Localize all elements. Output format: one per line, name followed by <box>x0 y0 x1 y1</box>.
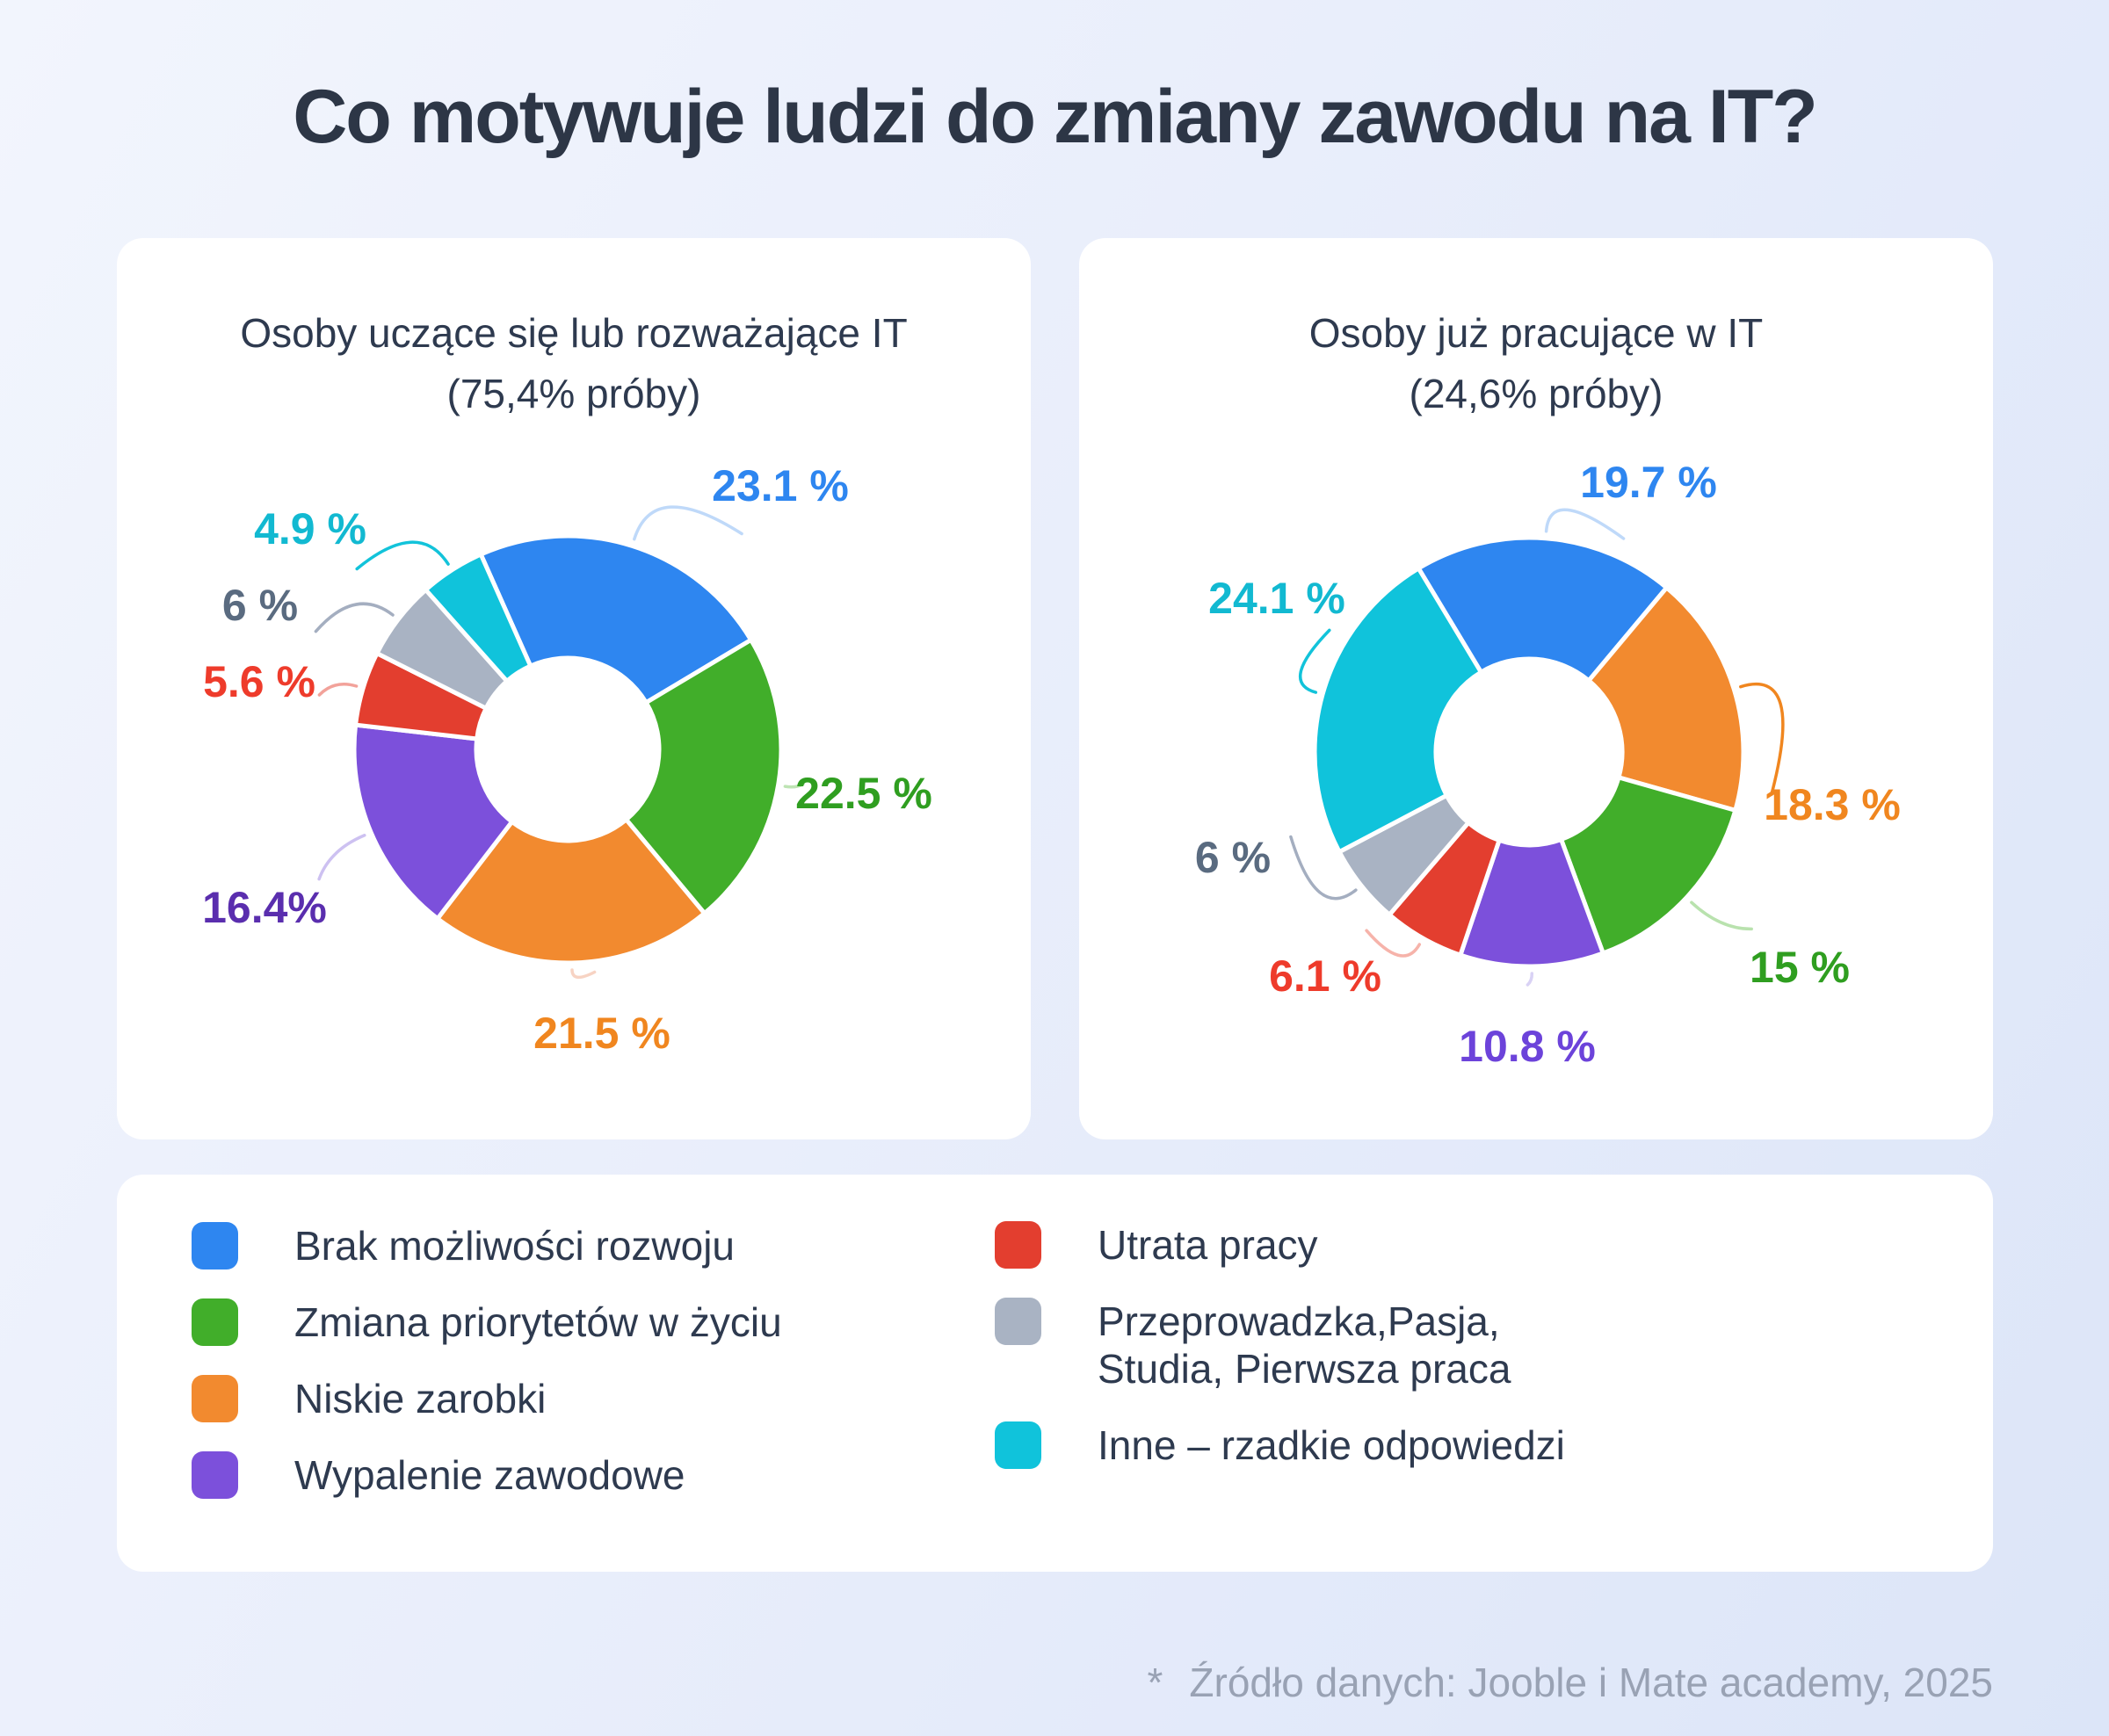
chart-title-learners-line-1: Osoby uczące się lub rozważające IT <box>240 310 908 356</box>
przeprowadzka-pasja-studia-swatch-icon <box>995 1298 1041 1345</box>
donut-slice-niskie-zarobki <box>435 817 707 966</box>
source-footnote: * Źródło danych: Jooble i Mate academy, … <box>1148 1659 1993 1706</box>
legend-item-niskie-zarobki: Niskie zarobki <box>192 1375 782 1422</box>
legend-item-utrata-pracy: Utrata pracy <box>995 1221 1565 1269</box>
chart-title-workers: Osoby już pracujące w IT (24,6% próby) <box>1079 303 1993 424</box>
leader-line-utrata-pracy <box>1365 929 1422 958</box>
leader-line-przeprowadzka-pasja-studia <box>314 602 395 633</box>
legend-item-brak-mozliwosci-rozwoju: Brak możliwości rozwoju <box>192 1222 782 1269</box>
legend-item-label: Inne – rzadkie odpowiedzi <box>1098 1422 1565 1468</box>
chart-card-workers: Osoby już pracujące w IT (24,6% próby) 1… <box>1079 238 1993 1139</box>
percent-label-niskie-zarobki: 18.3 % <box>1764 780 1901 829</box>
leader-line-wypalenie-zawodowe <box>1526 972 1534 987</box>
donut-slice-zmiana-priorytetow <box>1559 775 1738 956</box>
percent-label-wypalenie-zawodowe: 10.8 % <box>1459 1022 1596 1071</box>
legend-item-label: Brak możliwości rozwoju <box>294 1223 736 1269</box>
donut-slice-inne-rzadkie <box>1312 566 1483 855</box>
percent-label-inne-rzadkie: 4.9 % <box>254 504 366 553</box>
donut-chart-learners: 23.1 % 22.5 % 21.5 % 16.4% 5.6 % 6 % 4.9 % <box>202 461 932 1058</box>
legend-column-right: Utrata pracy Przeprowadzka,Pasja, Studia, … <box>995 1221 1565 1469</box>
percent-label-utrata-pracy: 6.1 % <box>1269 951 1381 1001</box>
leader-line-inne-rzadkie <box>1299 628 1331 694</box>
chart-card-learners: Osoby uczące się lub rozważające IT (75,… <box>117 238 1031 1139</box>
leader-line-niskie-zarobki <box>570 968 597 980</box>
chart-title-learners-line-2: (75,4% próby) <box>446 371 701 416</box>
legend-item-label: Zmiana priorytetów w życiu <box>294 1299 782 1345</box>
chart-title-learners: Osoby uczące się lub rozważające IT (75,… <box>117 303 1031 424</box>
percent-label-przeprowadzka-pasja-studia: 6 % <box>222 581 298 630</box>
donut-chart-workers: 19.7 % 18.3 % 15 % 10.8 % 6.1 % 6 % 24.1 % <box>1195 458 1901 1071</box>
inne-rzadkie-swatch-icon <box>995 1421 1041 1469</box>
percent-label-niskie-zarobki: 21.5 % <box>533 1009 670 1058</box>
brak-mozliwosci-rozwoju-swatch-icon <box>192 1222 238 1269</box>
niskie-zarobki-swatch-icon <box>192 1375 238 1422</box>
donut-slice-brak-mozliwosci-rozwoju <box>1416 535 1670 684</box>
percent-label-przeprowadzka-pasja-studia: 6 % <box>1195 833 1271 882</box>
leader-line-brak-mozliwosci-rozwoju <box>1544 508 1626 540</box>
donut-slice-niskie-zarobki <box>1586 585 1746 813</box>
legend-item-label: Wypalenie zawodowe <box>294 1452 685 1498</box>
legend-card: Brak możliwości rozwoju Zmiana priorytetó… <box>117 1175 1993 1572</box>
legend-item-label: Utrata pracy <box>1098 1222 1318 1268</box>
footnote-text: Źródło danych: Jooble i Mate academy, 20… <box>1189 1660 1993 1705</box>
footnote-asterisk: * <box>1147 1660 1163 1705</box>
percent-label-zmiana-priorytetow: 15 % <box>1750 943 1850 992</box>
leader-line-zmiana-priorytetow <box>1690 901 1753 931</box>
page-title: Co motywuje ludzi do zmiany zawodu na IT… <box>293 75 1818 159</box>
legend-item-zmiana-priorytetow: Zmiana priorytetów w życiu <box>192 1298 782 1346</box>
chart-title-workers-line-2: (24,6% próby) <box>1409 371 1663 416</box>
leader-line-inne-rzadkie <box>355 540 450 571</box>
legend-item-inne-rzadkie: Inne – rzadkie odpowiedzi <box>995 1421 1565 1469</box>
donut-slice-wypalenie-zawodowe <box>352 722 515 922</box>
percent-label-inne-rzadkie: 24.1 % <box>1208 574 1345 623</box>
legend-item-label: Niskie zarobki <box>294 1376 547 1421</box>
legend-item-label: Przeprowadzka,Pasja, Studia, Pierwsza pra… <box>1098 1298 1511 1392</box>
chart-title-workers-line-1: Osoby już pracujące w IT <box>1308 310 1764 356</box>
percent-label-wypalenie-zawodowe: 16.4% <box>202 883 327 932</box>
leader-line-przeprowadzka-pasja-studia <box>1289 835 1358 901</box>
wypalenie-zawodowe-swatch-icon <box>192 1451 238 1499</box>
percent-label-brak-mozliwosci-rozwoju: 23.1 % <box>712 461 849 510</box>
utrata-pracy-swatch-icon <box>995 1221 1041 1269</box>
percent-label-brak-mozliwosci-rozwoju: 19.7 % <box>1580 458 1717 507</box>
leader-line-zmiana-priorytetow <box>783 782 805 789</box>
donut-slice-zmiana-priorytetow <box>624 637 784 916</box>
donut-slice-inne-rzadkie <box>424 552 533 684</box>
percent-label-zmiana-priorytetow: 22.5 % <box>795 769 932 818</box>
leader-line-niskie-zarobki <box>1739 682 1785 796</box>
legend-item-wypalenie-zawodowe: Wypalenie zawodowe <box>192 1451 782 1499</box>
donut-slice-brak-mozliwosci-rozwoju <box>478 533 754 705</box>
legend-item-przeprowadzka-pasja-studia: Przeprowadzka,Pasja, Studia, Pierwsza pra… <box>995 1298 1565 1392</box>
legend-column-left: Brak możliwości rozwoju Zmiana priorytetó… <box>192 1222 782 1499</box>
leader-line-brak-mozliwosci-rozwoju <box>633 505 743 541</box>
percent-label-utrata-pracy: 5.6 % <box>203 657 315 706</box>
zmiana-priorytetow-swatch-icon <box>192 1298 238 1346</box>
leader-line-utrata-pracy <box>317 683 359 697</box>
leader-line-wypalenie-zawodowe <box>317 834 366 881</box>
